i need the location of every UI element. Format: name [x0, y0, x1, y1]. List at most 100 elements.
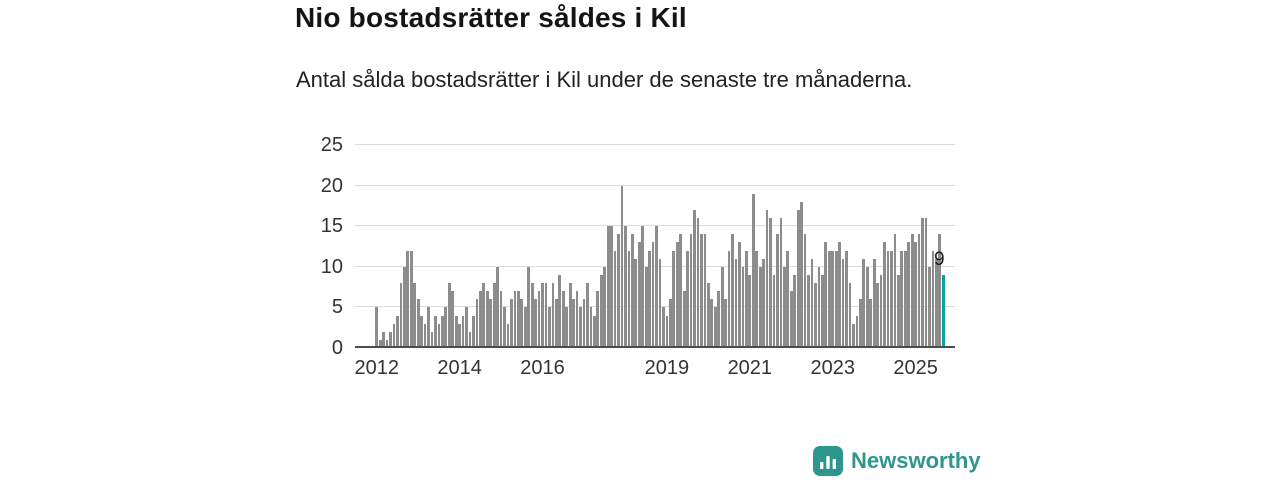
bar	[734, 258, 738, 348]
page-title: Nio bostadsrätter såldes i Kil	[295, 2, 687, 33]
bar	[555, 299, 558, 348]
bar	[541, 283, 544, 348]
bar	[534, 299, 537, 348]
bar	[593, 315, 596, 348]
bar	[865, 266, 869, 348]
bar	[669, 299, 672, 348]
bar-chart: 0 5 10 15 20 25 2012 2014 2016 2019 2021 2023 2025 …	[321, 135, 955, 378]
bar	[458, 323, 461, 348]
bar	[479, 291, 482, 348]
bar	[385, 339, 389, 348]
chart-grid	[355, 144, 955, 348]
bar	[489, 299, 493, 348]
bar	[416, 299, 420, 348]
bar	[703, 234, 707, 348]
bar	[461, 315, 465, 348]
bar	[575, 291, 579, 348]
bar	[579, 307, 582, 348]
bar	[606, 226, 610, 348]
bar-highlight	[941, 274, 945, 348]
bar	[655, 226, 658, 348]
bar	[523, 307, 527, 348]
x-tick-label: 2019	[644, 357, 690, 379]
x-tick-label: 2014	[437, 357, 482, 379]
y-tick-label: 20	[320, 174, 343, 197]
bar	[741, 266, 745, 348]
gridline	[355, 184, 955, 186]
bar	[420, 315, 423, 348]
bar	[441, 315, 444, 348]
bar	[807, 274, 810, 348]
gridline	[355, 265, 955, 267]
bar	[375, 307, 379, 348]
brand-name: Newsworthy	[851, 448, 981, 473]
bar	[859, 299, 862, 348]
bar	[572, 299, 575, 348]
bar	[700, 234, 703, 348]
bar	[644, 266, 648, 348]
bar	[748, 274, 752, 348]
bar	[855, 315, 859, 348]
bar	[499, 291, 503, 348]
bar	[786, 250, 790, 348]
bar	[838, 242, 841, 348]
bar	[869, 299, 873, 348]
bar	[686, 250, 689, 348]
bar	[675, 242, 679, 348]
bar	[472, 315, 475, 348]
bar	[665, 315, 669, 348]
bar	[824, 242, 828, 348]
bar	[513, 291, 517, 348]
bar	[413, 283, 417, 348]
bar	[586, 283, 589, 348]
bar	[693, 209, 696, 348]
bar	[503, 307, 506, 348]
bar	[454, 315, 458, 348]
bar	[862, 258, 866, 348]
bar	[658, 258, 662, 348]
bar	[679, 234, 683, 348]
bar	[631, 234, 634, 348]
bar	[852, 323, 855, 348]
bar	[883, 242, 886, 348]
y-tick-label: 15	[320, 215, 343, 238]
gridline	[355, 225, 955, 227]
bar	[935, 258, 938, 348]
bar	[800, 201, 803, 348]
bar	[430, 331, 434, 348]
bar	[755, 250, 759, 348]
bar	[724, 299, 727, 348]
x-axis-labels: 2012 2014 2016 2019 2021 2023 2025	[354, 348, 945, 379]
bar	[682, 291, 686, 348]
bar	[789, 291, 793, 348]
bar	[468, 331, 472, 348]
bar	[810, 258, 814, 348]
bar	[396, 315, 399, 348]
x-tick-label: 2012	[354, 357, 399, 379]
bar	[783, 266, 786, 348]
chart-subtitle: Antal sålda bostadsrätter i Kil under de…	[296, 67, 913, 92]
bar	[568, 283, 572, 348]
bar	[803, 234, 807, 348]
bar	[745, 250, 748, 348]
bar	[444, 307, 448, 348]
bar	[672, 250, 676, 348]
bar	[510, 299, 513, 348]
bar	[434, 315, 437, 348]
bar	[406, 250, 410, 348]
gridline	[355, 306, 955, 308]
bar	[637, 242, 641, 348]
bar	[378, 339, 382, 348]
x-tick-label: 2021	[727, 357, 773, 379]
x-tick-label: 2025	[893, 357, 938, 379]
bar	[769, 218, 772, 348]
bar	[423, 323, 427, 348]
bar	[765, 209, 769, 348]
bar	[520, 299, 524, 348]
bar	[817, 266, 821, 348]
bar	[624, 226, 627, 348]
bar	[910, 234, 914, 348]
bar	[451, 291, 455, 348]
bar	[548, 307, 551, 348]
